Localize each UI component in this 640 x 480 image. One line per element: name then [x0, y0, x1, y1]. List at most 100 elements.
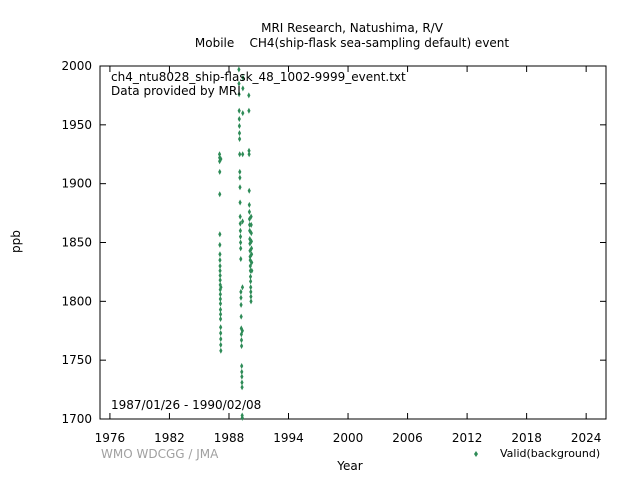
legend-label: Valid(background)	[500, 447, 601, 460]
data-point	[239, 294, 243, 301]
data-point	[217, 151, 222, 158]
provider-annotation: Data provided by MRI	[111, 84, 241, 98]
data-point	[241, 110, 245, 117]
data-point	[240, 218, 245, 225]
x-tick-label: 1976	[95, 431, 126, 445]
data-point	[238, 174, 242, 181]
data-point	[249, 284, 253, 291]
data-point	[247, 187, 251, 194]
data-point	[238, 239, 243, 246]
date-range-annotation: 1987/01/26 - 1990/02/08	[111, 398, 262, 412]
x-tick-label: 1994	[273, 431, 304, 445]
data-point	[219, 347, 223, 354]
data-point	[239, 255, 243, 262]
data-points	[217, 66, 254, 421]
data-point	[249, 293, 253, 300]
x-tick-label: 1988	[214, 431, 245, 445]
x-tick-label: 2024	[571, 431, 602, 445]
data-point	[218, 311, 223, 318]
y-tick-label: 1700	[61, 412, 92, 426]
data-point	[249, 213, 253, 220]
data-point	[238, 233, 243, 240]
data-point	[238, 220, 242, 227]
data-point	[239, 313, 243, 320]
data-point	[249, 221, 253, 228]
data-point	[218, 168, 222, 175]
data-point	[239, 245, 243, 252]
data-point	[218, 291, 222, 298]
data-point	[218, 315, 223, 322]
data-point	[249, 298, 253, 305]
data-point	[219, 284, 223, 291]
data-point	[240, 284, 245, 291]
data-point	[237, 66, 241, 73]
data-point	[249, 238, 254, 245]
data-point	[218, 295, 222, 302]
data-point	[218, 191, 222, 198]
x-tick-label: 2000	[333, 431, 364, 445]
data-point	[240, 384, 244, 391]
y-tick-label: 1800	[61, 294, 92, 308]
data-point	[237, 123, 241, 130]
data-point	[238, 213, 242, 220]
data-point	[240, 363, 244, 370]
data-point	[240, 379, 244, 386]
data-point	[237, 107, 241, 114]
data-point	[219, 330, 223, 337]
data-point	[248, 273, 253, 280]
data-point	[249, 230, 253, 237]
data-point	[250, 259, 254, 266]
data-point	[239, 343, 244, 350]
data-point	[249, 278, 253, 285]
data-point	[237, 80, 241, 87]
data-point	[218, 306, 223, 313]
data-point	[238, 184, 242, 191]
chart-title-line2: Mobile CH4(ship-flask sea-sampling defau…	[194, 36, 510, 50]
data-point	[247, 208, 252, 215]
data-point	[239, 337, 244, 344]
x-tick-label: 2006	[392, 431, 423, 445]
data-point	[218, 272, 222, 279]
data-point	[237, 130, 242, 137]
data-point	[218, 251, 222, 258]
axis-ticks: 1700 1750 1800 1850 1900 1950 2000 1976 1982 1988…	[61, 59, 606, 445]
data-point	[247, 107, 251, 114]
data-point	[241, 74, 245, 81]
data-point	[218, 300, 223, 307]
data-point	[219, 155, 223, 162]
data-point	[219, 324, 223, 331]
data-point	[218, 241, 222, 248]
data-point	[237, 91, 241, 98]
data-point	[250, 267, 254, 274]
data-point	[241, 85, 245, 92]
data-point	[219, 335, 223, 342]
filename-annotation: ch4_ntu8028_ship-flask_48_1002-9999_even…	[111, 70, 406, 84]
data-point	[218, 263, 222, 270]
chart-title-line1: MRI Research, Natushima, R/V	[261, 21, 443, 35]
x-tick-label: 1982	[154, 431, 185, 445]
data-point	[238, 168, 242, 175]
data-point	[249, 288, 253, 295]
data-point	[238, 227, 242, 234]
x-tick-label: 2018	[511, 431, 542, 445]
data-point	[240, 368, 244, 375]
legend-marker	[474, 451, 478, 457]
data-point	[240, 327, 244, 334]
data-point	[238, 151, 242, 158]
y-tick-label: 1950	[61, 118, 92, 132]
plot-frame	[99, 65, 607, 420]
data-point	[239, 288, 243, 295]
y-tick-label: 1750	[61, 353, 92, 367]
data-point	[239, 301, 243, 308]
credit-text: WMO WDCGG / JMA	[101, 447, 219, 461]
data-point	[218, 267, 222, 274]
x-axis-label: Year	[337, 459, 363, 473]
data-point	[247, 147, 251, 154]
data-point	[238, 199, 242, 206]
data-point	[248, 263, 252, 270]
y-axis-label: ppb	[9, 230, 23, 253]
data-point	[247, 92, 251, 99]
data-point	[247, 201, 251, 208]
data-point	[237, 115, 241, 122]
